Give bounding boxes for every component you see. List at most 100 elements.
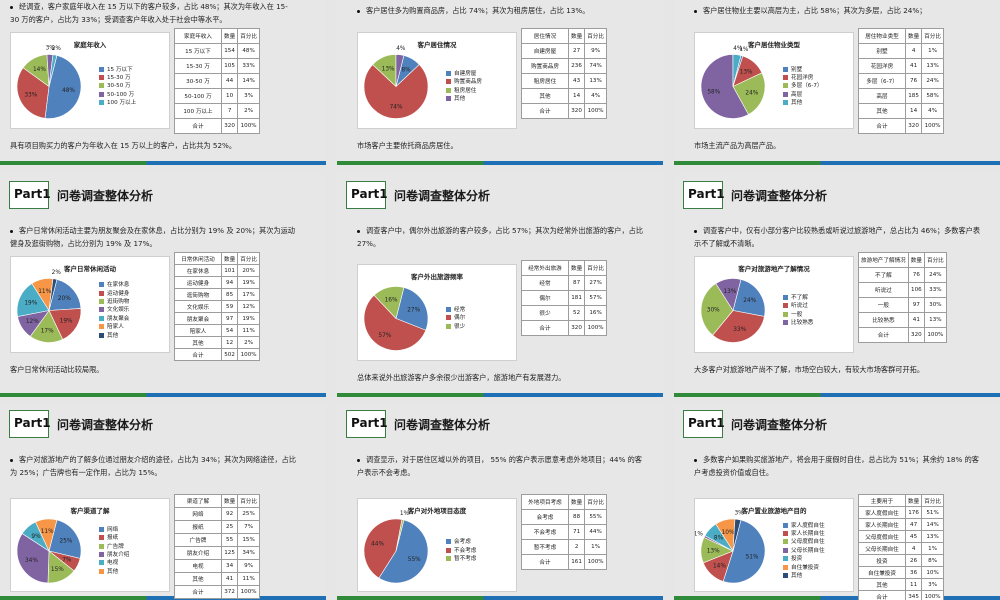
legend-swatch (446, 87, 451, 93)
part-label: Part1 (688, 416, 725, 430)
table-cell: 报纸 (174, 520, 222, 534)
legend-item: 会考虑 (446, 538, 476, 546)
table-row: 暂不考虑 2 1% (521, 539, 607, 555)
table-header-cell: 百分比 (237, 494, 260, 508)
table-cell: 24% (921, 73, 944, 89)
table-cell: 34% (237, 546, 260, 560)
chart-title: 客户渠道了解 (70, 507, 110, 515)
legend-item: 投资 (783, 555, 825, 563)
table-row: 15-30 万 105 33% (174, 58, 260, 74)
chart-panel: 客户对旅游地产了解情况 24% 33% 30% 13% 不了解 听说过 一般 比较熟悉 (694, 256, 854, 353)
slice-label: 4% (733, 46, 743, 52)
legend-item: 电视 (99, 559, 129, 567)
pie-slice (700, 283, 734, 336)
table-cell: 100% (921, 118, 944, 134)
table-cell: 高层 (858, 88, 906, 104)
legend-label: 15 万以下 (107, 66, 133, 73)
bullet-content: 调查客户中，仅有小部分客户比较熟悉或听说过旅游地产，总占比为 46%；多数客户表… (694, 226, 981, 248)
legend-item: 50-100 万 (99, 91, 136, 99)
part-label: Part1 (14, 187, 51, 201)
pie-slice (16, 283, 50, 317)
part-box: Part1 (683, 410, 725, 438)
table-row: 广告牌 55 15% (174, 533, 260, 547)
table-header-row: 旅游地产了解情况 数量 百分比 (858, 252, 947, 268)
legend-swatch (446, 95, 451, 101)
pie-slice (395, 287, 429, 331)
bullet-content: 客户日常休闲活动主要为朋友聚会及在家休息，占比分别为 19% 及 20%；其次为… (10, 226, 295, 248)
table-cell: 合计 (521, 320, 569, 336)
table-cell: 236 (567, 58, 586, 74)
slice-label: 44% (371, 542, 384, 548)
chart-legend: 经常 偶尔 很少 (446, 306, 465, 331)
pie-slice (732, 279, 766, 317)
data-table: 外地项目考虑 数量 百分比 会考虑 88 55% 不会考虑 71 44% 暂不考虑 2 1% 合计 161… (521, 494, 607, 570)
legend-swatch (99, 307, 104, 313)
legend-item: 网络 (99, 526, 129, 534)
legend-item: 父母长期自住 (783, 547, 825, 555)
table-row: 租房居住 43 13% (521, 73, 607, 89)
legend-swatch (99, 543, 104, 549)
pie-slice (700, 54, 749, 119)
slice-label: 12% (26, 319, 39, 325)
chart-legend: 自建房屋 购置商品房 租房居住 其他 (446, 70, 482, 104)
bullet-content: 经调查，客户家庭年收入在 15 万以下的客户较多，占比 48%；其次为年收入在 … (10, 2, 288, 24)
table-cell: 合计 (174, 118, 222, 134)
chart-title: 客户居住情况 (417, 41, 457, 49)
table-header-cell: 数量 (567, 28, 586, 44)
table-row: 比较熟悉 41 13% (858, 312, 947, 328)
table-row: 其他 14 4% (521, 88, 607, 104)
legend-label: 其他 (454, 95, 466, 102)
bullet-dot (357, 229, 360, 233)
legend-item: 多层（6-7） (783, 82, 823, 90)
part-label: Part1 (14, 416, 51, 430)
table-cell: 广告牌 (174, 533, 222, 547)
legend-item: 听说过 (783, 302, 813, 310)
table-cell: 25% (237, 507, 260, 521)
legend-item: 自住兼投资 (783, 564, 825, 572)
table-cell: 320 (567, 320, 586, 336)
bottom-bar (337, 596, 663, 600)
table-cell: 100% (584, 320, 607, 336)
legend-item: 花园洋房 (783, 74, 823, 82)
slice-label: 19% (24, 301, 37, 307)
bullet-content: 客户居住物业主要以高层为主，占比 58%；其次为多层，占比 24%； (703, 6, 927, 15)
legend-label: 其他 (791, 573, 803, 580)
legend-label: 逛街购物 (107, 298, 130, 305)
table-cell: 家人度假自住 (858, 506, 906, 519)
chart-panel: 客户居住情况 8% 74% 13% 4% 自建房屋 购置商品房 租房居住 其他 (357, 32, 517, 129)
table-cell: 125 (220, 546, 239, 560)
slice-label: 27% (407, 307, 420, 313)
table-header-cell: 外地项目考虑 (521, 494, 569, 510)
table-cell: 合计 (174, 348, 222, 361)
table-cell: 朋友介绍 (174, 546, 222, 560)
table-row: 不会考虑 71 44% (521, 524, 607, 540)
pie-slice (48, 279, 82, 311)
table-cell: 100% (237, 118, 260, 134)
table-row: 不了解 76 24% (858, 267, 947, 283)
legend-label: 100 万以上 (107, 100, 137, 107)
table-cell: 44 (220, 73, 239, 89)
table-row: 合计 320 100% (521, 320, 607, 336)
legend-swatch (783, 66, 788, 72)
table-row: 经常 87 27% (521, 275, 607, 291)
legend-swatch (783, 319, 788, 325)
legend-label: 朋友聚会 (107, 315, 130, 322)
table-cell: 朋友聚会 (174, 312, 222, 325)
table-cell: 其他 (521, 88, 569, 104)
table-cell: 7% (237, 520, 260, 534)
chart-title: 客户置业旅游地产目的 (741, 507, 807, 515)
table-row: 自建房屋 27 9% (521, 43, 607, 59)
table-row: 会考虑 88 55% (521, 509, 607, 525)
table-header-cell: 百分比 (584, 260, 607, 276)
legend-label: 偶尔 (454, 315, 466, 322)
part-box: Part1 (683, 181, 725, 209)
legend-swatch (783, 573, 788, 579)
legend-swatch (783, 564, 788, 570)
table-row: 偶尔 181 57% (521, 290, 607, 306)
legend-item: 经常 (446, 306, 465, 314)
table-cell: 合计 (858, 118, 906, 134)
pie-slice (363, 518, 403, 579)
slide-title: 问卷调查整体分析 (394, 189, 491, 203)
bullet-text: 客户对旅游地产的了解多位通过朋友介绍的途径，占比为 34%；其次为网络途径，占比… (10, 453, 296, 479)
table-cell: 多层（6-7） (858, 73, 906, 89)
